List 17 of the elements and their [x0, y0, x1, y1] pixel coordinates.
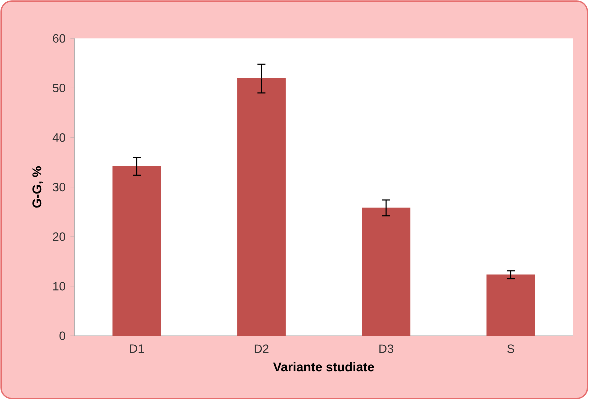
- bar: [362, 208, 411, 336]
- bar: [112, 166, 162, 336]
- y-tick-label: 30: [53, 183, 66, 192]
- x-axis-title: Variante studiate: [273, 362, 374, 372]
- x-tick-label: D2: [254, 344, 269, 354]
- y-tick-label: 10: [54, 282, 66, 291]
- y-tick-label: 0: [60, 332, 66, 340]
- y-tick-label: 60: [53, 34, 66, 43]
- y-axis-title: G-G, %: [32, 166, 44, 208]
- y-tick-label: 20: [53, 232, 66, 242]
- y-tick-label: 50: [53, 84, 66, 92]
- bar: [237, 78, 286, 336]
- bar: [486, 274, 536, 336]
- x-tick-label: S: [508, 344, 514, 354]
- y-tick-label: 40: [52, 134, 66, 142]
- x-tick-label: D1: [130, 344, 144, 353]
- x-tick-label: D3: [380, 344, 394, 354]
